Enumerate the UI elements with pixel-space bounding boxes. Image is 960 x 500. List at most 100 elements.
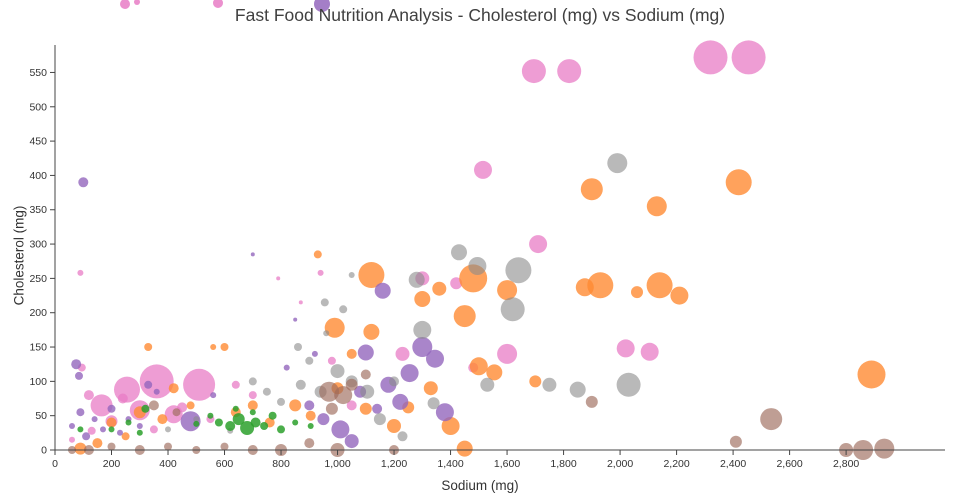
bubble[interactable]: [480, 377, 495, 392]
bubble[interactable]: [392, 393, 409, 410]
bubble[interactable]: [107, 442, 116, 451]
bubble[interactable]: [324, 317, 345, 338]
bubble[interactable]: [165, 426, 171, 433]
bubble[interactable]: [616, 339, 635, 358]
bubble[interactable]: [69, 436, 75, 443]
bubble[interactable]: [432, 281, 447, 296]
bubble[interactable]: [193, 416, 200, 423]
bubble[interactable]: [408, 271, 425, 288]
bubble[interactable]: [248, 377, 257, 386]
bubble[interactable]: [529, 235, 548, 254]
bubble[interactable]: [144, 343, 153, 351]
bubble[interactable]: [249, 409, 256, 416]
bubble[interactable]: [262, 387, 271, 396]
bubble[interactable]: [69, 423, 75, 429]
bubble[interactable]: [345, 378, 358, 391]
bubble[interactable]: [389, 376, 399, 387]
bubble[interactable]: [729, 435, 742, 448]
bubble[interactable]: [183, 368, 216, 401]
bubble[interactable]: [731, 40, 766, 75]
bubble[interactable]: [505, 257, 532, 284]
bubble[interactable]: [414, 291, 431, 307]
bubble[interactable]: [427, 397, 440, 410]
bubble[interactable]: [240, 421, 255, 435]
bubble[interactable]: [121, 432, 130, 441]
bubble[interactable]: [106, 417, 117, 428]
bubble[interactable]: [277, 425, 285, 434]
bubble[interactable]: [144, 380, 153, 389]
bubble[interactable]: [117, 393, 128, 404]
bubble[interactable]: [557, 59, 582, 84]
bubble[interactable]: [136, 423, 143, 429]
bubble[interactable]: [225, 421, 236, 431]
bubble[interactable]: [186, 401, 195, 410]
bubble[interactable]: [497, 343, 518, 364]
bubble[interactable]: [358, 262, 385, 288]
bubble[interactable]: [153, 388, 160, 395]
bubble[interactable]: [330, 364, 345, 379]
bubble[interactable]: [423, 381, 438, 396]
bubble[interactable]: [317, 413, 330, 426]
bubble[interactable]: [276, 276, 281, 281]
bubble[interactable]: [305, 410, 316, 421]
bubble[interactable]: [400, 364, 419, 383]
bubble[interactable]: [451, 244, 467, 261]
bubble[interactable]: [360, 384, 375, 399]
bubble[interactable]: [304, 400, 315, 411]
bubble[interactable]: [75, 371, 83, 380]
bubble[interactable]: [323, 330, 330, 337]
bubble[interactable]: [231, 380, 240, 389]
bubble[interactable]: [587, 272, 614, 299]
bubble[interactable]: [344, 434, 359, 449]
bubble[interactable]: [441, 417, 460, 435]
bubble[interactable]: [334, 386, 353, 405]
bubble[interactable]: [220, 442, 229, 451]
bubble[interactable]: [307, 423, 314, 429]
bubble[interactable]: [453, 305, 476, 328]
bubble[interactable]: [91, 416, 98, 423]
bubble[interactable]: [317, 269, 324, 276]
bubble[interactable]: [500, 297, 525, 322]
bubble[interactable]: [92, 438, 103, 449]
bubble[interactable]: [346, 348, 357, 359]
bubble[interactable]: [157, 414, 168, 425]
bubble[interactable]: [108, 426, 115, 433]
bubble[interactable]: [292, 419, 299, 426]
bubble[interactable]: [149, 425, 158, 434]
bubble[interactable]: [693, 40, 728, 75]
bubble[interactable]: [311, 350, 318, 357]
bubble[interactable]: [117, 429, 123, 436]
bubble[interactable]: [413, 320, 432, 339]
bubble[interactable]: [569, 381, 586, 398]
bubble[interactable]: [760, 408, 783, 431]
bubble[interactable]: [87, 426, 96, 435]
bubble[interactable]: [207, 412, 214, 419]
bubble[interactable]: [339, 305, 348, 314]
bubble[interactable]: [164, 442, 172, 451]
bubble[interactable]: [304, 438, 315, 449]
bubble[interactable]: [90, 394, 113, 417]
bubble[interactable]: [139, 364, 174, 399]
bubble[interactable]: [210, 344, 217, 350]
bubble[interactable]: [172, 408, 181, 417]
bubble[interactable]: [585, 395, 598, 408]
bubble[interactable]: [305, 356, 314, 365]
bubble[interactable]: [372, 403, 383, 414]
bubble[interactable]: [268, 411, 277, 420]
bubble[interactable]: [77, 426, 84, 433]
bubble[interactable]: [77, 269, 84, 276]
bubble[interactable]: [575, 278, 594, 297]
bubble[interactable]: [327, 356, 336, 365]
bubble[interactable]: [298, 300, 303, 305]
bubble[interactable]: [426, 349, 444, 368]
bubble[interactable]: [277, 397, 285, 406]
bubble[interactable]: [74, 442, 87, 455]
bubble[interactable]: [435, 403, 454, 422]
bubble[interactable]: [283, 364, 290, 371]
bubble[interactable]: [325, 402, 338, 415]
bubble[interactable]: [320, 298, 329, 307]
bubble[interactable]: [359, 402, 372, 415]
bubble[interactable]: [521, 59, 546, 84]
bubble[interactable]: [214, 418, 223, 427]
bubble[interactable]: [125, 419, 132, 426]
